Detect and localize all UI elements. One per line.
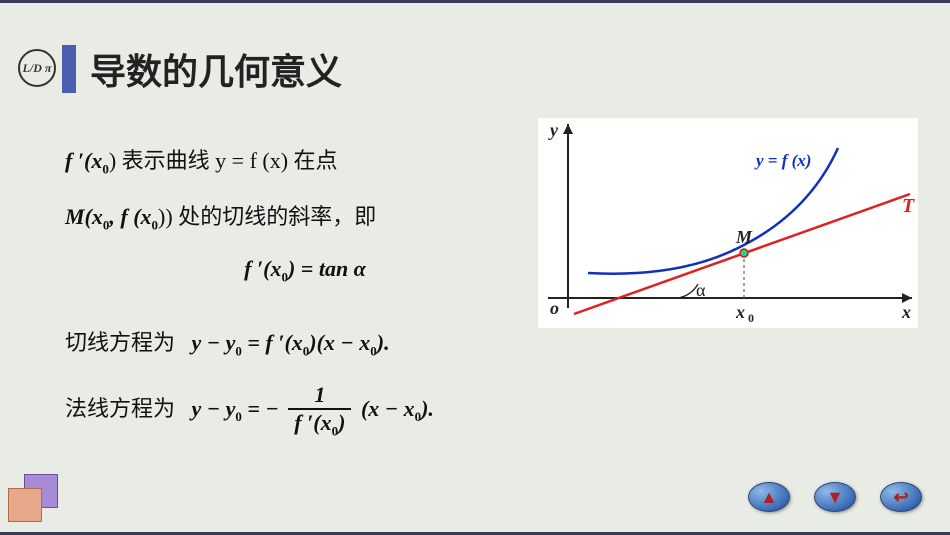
nav-buttons: ▲ ▼ ↩ bbox=[748, 482, 922, 512]
tl: 切线方程为 bbox=[65, 330, 175, 355]
svg-text:y = f (x): y = f (x) bbox=[754, 151, 811, 170]
svg-text:M: M bbox=[735, 227, 753, 247]
svg-text:o: o bbox=[550, 298, 559, 318]
l2c: )) 处的切线的斜率，即 bbox=[158, 204, 376, 229]
svg-text:x: x bbox=[735, 302, 745, 322]
nb: = − bbox=[242, 395, 279, 420]
l1a: f ′(x bbox=[65, 148, 102, 173]
nc: (x − x bbox=[361, 395, 415, 420]
na: y − y bbox=[192, 395, 236, 420]
page-title: 导数的几何意义 bbox=[90, 43, 342, 95]
fraction: 1 f ′(x0) bbox=[288, 382, 351, 439]
td: ). bbox=[377, 330, 390, 355]
title-accent bbox=[62, 45, 76, 93]
graph-svg: oxyy = f (x)TMαx0 bbox=[538, 118, 918, 328]
nav-down-button[interactable]: ▼ bbox=[814, 482, 856, 512]
slide: L/D π 导数的几何意义 f ′(x0) 表示曲线 y = f (x) 在点 … bbox=[0, 3, 950, 532]
line2: M(x0, f (x0)) 处的切线的斜率，即 bbox=[65, 199, 505, 233]
line3: f ′(x0) = tan α bbox=[105, 256, 505, 285]
l3a: f ′(x bbox=[244, 256, 281, 281]
ta: y − y bbox=[192, 330, 236, 355]
back-arrow-icon: ↩ bbox=[893, 487, 908, 508]
graph-panel: oxyy = f (x)TMαx0 bbox=[538, 118, 918, 328]
svg-text:y: y bbox=[548, 120, 559, 140]
logo-text: L/D π bbox=[23, 61, 52, 76]
svg-text:T: T bbox=[902, 195, 915, 217]
l3b: ) = tan α bbox=[288, 256, 366, 281]
fda: f ′(x bbox=[294, 410, 331, 435]
fdb: ) bbox=[338, 410, 345, 435]
svg-text:x: x bbox=[901, 302, 911, 322]
l2b: , f (x bbox=[109, 204, 151, 229]
svg-text:α: α bbox=[696, 280, 706, 300]
tc: )(x − x bbox=[309, 330, 370, 355]
l2a: M(x bbox=[65, 204, 103, 229]
fracden: f ′(x0) bbox=[288, 410, 351, 439]
content-block: f ′(x0) 表示曲线 y = f (x) 在点 M(x0, f (x0)) … bbox=[65, 133, 505, 461]
tangent-line-eq: 切线方程为 y − y0 = f ′(x0)(x − x0). bbox=[65, 325, 505, 359]
normal-line-eq: 法线方程为 y − y0 = − 1 f ′(x0) (x − x0). bbox=[65, 382, 505, 439]
corner-decoration bbox=[8, 464, 78, 524]
nd: ). bbox=[421, 395, 434, 420]
nav-back-button[interactable]: ↩ bbox=[880, 482, 922, 512]
up-arrow-icon: ▲ bbox=[760, 487, 778, 508]
tb: = f ′(x bbox=[242, 330, 303, 355]
nl: 法线方程为 bbox=[65, 395, 175, 420]
logo-badge: L/D π bbox=[18, 49, 56, 87]
title-bar: 导数的几何意义 bbox=[62, 43, 342, 95]
line1: f ′(x0) 表示曲线 y = f (x) 在点 bbox=[65, 143, 505, 177]
l1b: ) 表示曲线 y = f (x) 在点 bbox=[109, 148, 338, 173]
nav-up-button[interactable]: ▲ bbox=[748, 482, 790, 512]
fracnum: 1 bbox=[288, 382, 351, 410]
down-arrow-icon: ▼ bbox=[826, 487, 844, 508]
svg-text:0: 0 bbox=[748, 311, 754, 325]
corner-sq2 bbox=[8, 488, 42, 522]
